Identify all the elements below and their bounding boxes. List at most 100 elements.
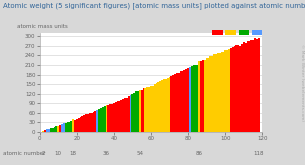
Bar: [113, 103, 115, 132]
Bar: [254, 38, 256, 132]
Bar: [181, 71, 183, 132]
Bar: [210, 56, 211, 132]
Bar: [57, 126, 59, 132]
Text: 18: 18: [70, 151, 77, 156]
Bar: [81, 116, 83, 132]
Bar: [157, 82, 159, 132]
Bar: [237, 45, 239, 132]
Bar: [89, 113, 91, 132]
Bar: [143, 88, 145, 132]
Bar: [163, 79, 165, 132]
Bar: [109, 104, 111, 132]
Bar: [178, 73, 180, 132]
Bar: [250, 40, 252, 132]
Bar: [44, 130, 46, 132]
Bar: [117, 101, 119, 132]
Text: Atomic weight (5 significant figures) [atomic mass units] plotted against atomic: Atomic weight (5 significant figures) [a…: [3, 2, 305, 9]
Text: 2: 2: [41, 151, 45, 156]
Bar: [148, 87, 150, 132]
Bar: [137, 91, 139, 132]
Bar: [104, 106, 106, 132]
Bar: [48, 129, 50, 132]
Bar: [248, 41, 250, 132]
Bar: [215, 54, 217, 132]
Bar: [94, 111, 96, 132]
Bar: [198, 61, 200, 132]
Bar: [46, 129, 48, 132]
Bar: [70, 121, 72, 132]
Bar: [204, 60, 206, 132]
Bar: [80, 117, 81, 132]
Bar: [133, 93, 135, 132]
Bar: [135, 91, 137, 132]
Bar: [189, 67, 191, 132]
Bar: [141, 90, 143, 132]
Bar: [245, 43, 246, 132]
Text: © Mark Winter (webelements.com): © Mark Winter (webelements.com): [300, 44, 304, 121]
Bar: [196, 65, 198, 132]
Bar: [239, 46, 241, 132]
Bar: [222, 51, 224, 132]
Bar: [128, 96, 130, 132]
Bar: [65, 123, 66, 132]
Bar: [200, 61, 202, 132]
Bar: [154, 84, 156, 132]
Bar: [54, 127, 56, 132]
Bar: [252, 40, 254, 132]
Bar: [202, 60, 204, 132]
Bar: [217, 53, 219, 132]
Bar: [74, 119, 76, 132]
Bar: [111, 104, 113, 132]
Bar: [92, 112, 94, 132]
Bar: [221, 52, 222, 132]
Bar: [66, 122, 68, 132]
Text: 36: 36: [103, 151, 110, 156]
Bar: [87, 114, 89, 132]
Bar: [172, 75, 174, 132]
Bar: [165, 79, 167, 132]
Bar: [232, 47, 234, 132]
Bar: [96, 110, 98, 132]
Bar: [241, 44, 243, 132]
Bar: [126, 98, 128, 132]
Bar: [226, 50, 228, 132]
Bar: [219, 53, 221, 132]
Bar: [61, 124, 63, 132]
Bar: [115, 102, 117, 132]
Bar: [98, 109, 100, 132]
Bar: [230, 48, 232, 132]
Bar: [107, 105, 109, 132]
Bar: [52, 128, 54, 132]
Bar: [191, 66, 193, 132]
Bar: [187, 68, 189, 132]
Bar: [139, 90, 141, 132]
Bar: [224, 50, 226, 132]
Bar: [170, 76, 172, 132]
Bar: [78, 118, 80, 132]
Bar: [234, 46, 235, 132]
Bar: [195, 65, 196, 132]
Bar: [119, 101, 120, 132]
Text: atomic mass units: atomic mass units: [17, 24, 68, 29]
Bar: [131, 94, 133, 132]
Bar: [258, 38, 260, 132]
Bar: [243, 42, 245, 132]
Text: 10: 10: [55, 151, 62, 156]
Bar: [150, 86, 152, 132]
Text: atomic number: atomic number: [3, 151, 45, 156]
Bar: [83, 115, 85, 132]
Bar: [76, 119, 78, 132]
Bar: [72, 119, 74, 132]
Bar: [246, 41, 248, 132]
Bar: [59, 125, 61, 132]
Text: 86: 86: [196, 151, 203, 156]
Bar: [235, 45, 237, 132]
Bar: [146, 87, 148, 132]
Bar: [180, 71, 181, 132]
Bar: [193, 65, 195, 132]
Bar: [50, 128, 52, 132]
Bar: [185, 69, 187, 132]
Bar: [174, 74, 176, 132]
Bar: [130, 95, 131, 132]
Bar: [206, 58, 208, 132]
